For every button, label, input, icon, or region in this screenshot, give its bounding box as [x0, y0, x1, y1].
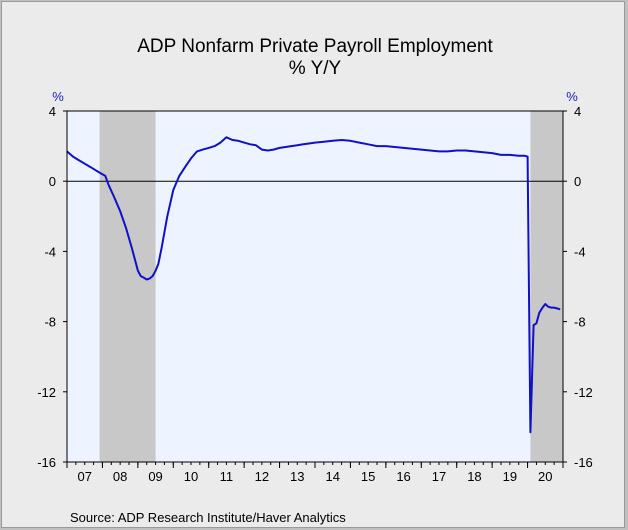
y-tick-label-right: -16 — [574, 455, 593, 470]
x-tick-label: 18 — [467, 469, 481, 484]
x-tick-label: 17 — [432, 469, 446, 484]
y-tick-label-right: -12 — [574, 385, 593, 400]
recession-shading — [99, 111, 563, 462]
y-tick-label-right: -8 — [574, 315, 586, 330]
x-tick-label: 10 — [184, 469, 198, 484]
y-tick-label-right: -4 — [574, 244, 586, 259]
y-tick-label-right: 0 — [574, 174, 581, 189]
y-unit-left: % — [52, 89, 64, 104]
y-axis: 4 4 0 0 -4 -4 -8 -8 -12 -12 -16 -16 — [37, 104, 593, 470]
y-tick-label-left: -8 — [44, 315, 56, 330]
x-tick-label: 15 — [361, 469, 375, 484]
y-tick-label-left: 0 — [49, 174, 56, 189]
x-tick-label: 16 — [396, 469, 410, 484]
x-tick-label: 07 — [77, 469, 91, 484]
recession-band-1 — [530, 111, 563, 462]
series-line — [66, 136, 561, 434]
chart-subtitle: % Y/Y — [289, 58, 342, 79]
x-tick-label: 12 — [255, 469, 269, 484]
y-tick-label-left: 4 — [49, 104, 56, 119]
y-tick-label-left: -16 — [37, 455, 56, 470]
x-tick-label: 20 — [538, 469, 552, 484]
y-unit-right: % — [566, 89, 578, 104]
y-tick-label-left: -4 — [44, 244, 56, 259]
chart-title: ADP Nonfarm Private Payroll Employment — [137, 36, 493, 57]
recession-band-0 — [99, 111, 156, 462]
x-tick-label: 13 — [290, 469, 304, 484]
x-tick-label: 14 — [325, 469, 339, 484]
x-tick-label: 11 — [220, 469, 234, 484]
x-tick-label: 09 — [148, 469, 162, 484]
source-note: Source: ADP Research Institute/Haver Ana… — [70, 510, 346, 525]
x-tick-label: 19 — [503, 469, 517, 484]
x-axis: 07 08 09 10 11 12 13 14 15 16 17 18 19 20 — [66, 462, 564, 484]
y-tick-label-right: 4 — [574, 104, 581, 119]
y-tick-label-left: -12 — [37, 385, 56, 400]
x-tick-label: 08 — [113, 469, 127, 484]
